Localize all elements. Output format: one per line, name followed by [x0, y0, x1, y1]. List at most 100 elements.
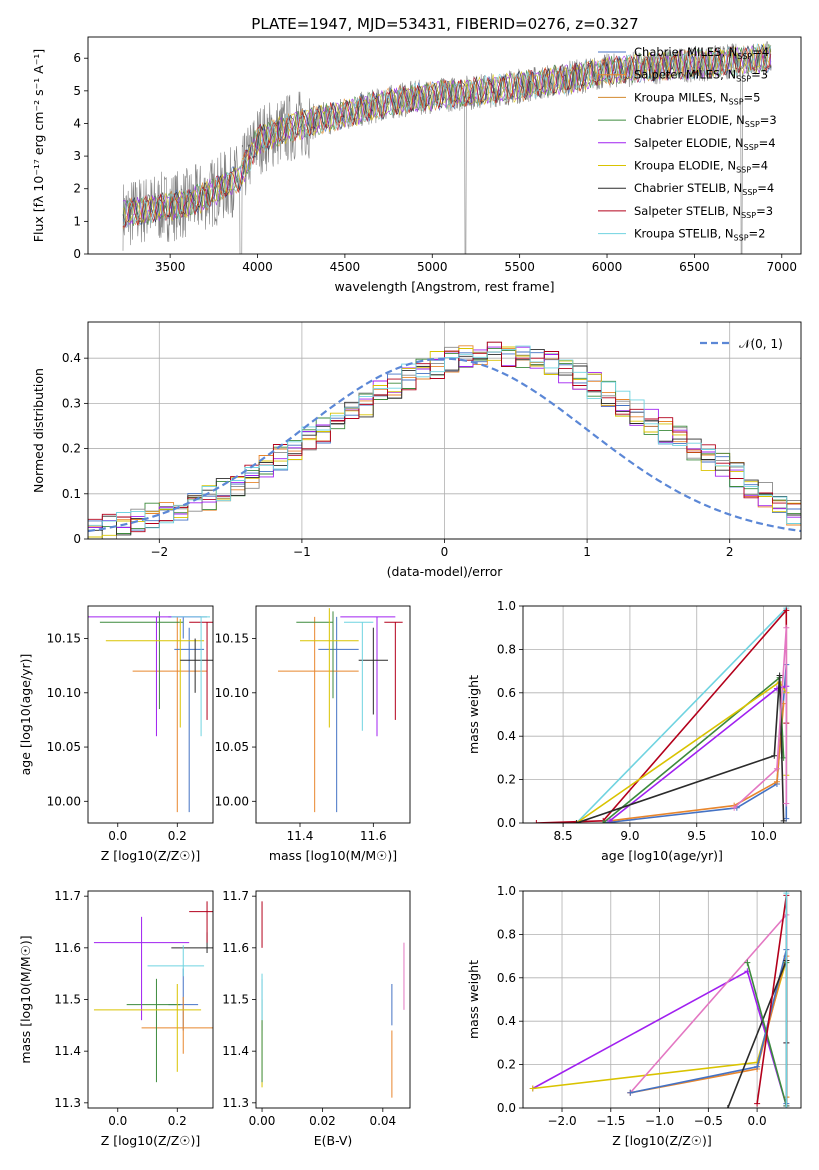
y-tick-label: 11.3: [222, 1096, 249, 1110]
y-tick-label: 10.10: [47, 686, 81, 700]
y-tick-label: 2: [73, 182, 81, 196]
y-tick-label: 1.0: [497, 599, 516, 613]
y-axis-label: mass weight: [466, 675, 481, 754]
y-tick-label: 1: [73, 214, 81, 228]
weight-line: [603, 664, 788, 823]
x-tick-label: 0.0: [748, 1114, 767, 1128]
weight-line: [756, 895, 788, 1108]
x-tick-label: 0.04: [369, 1114, 396, 1128]
y-tick-label: 0.4: [497, 729, 516, 743]
x-tick-label: 0.0: [108, 1114, 127, 1128]
weight-marker: [627, 1089, 634, 1096]
y-tick-label: 10.00: [47, 794, 81, 808]
plot-frame: [87, 605, 214, 824]
legend-entry: 𝒩(0, 1): [739, 337, 783, 351]
x-tick-label: −2.0: [547, 1114, 576, 1128]
Z_vs_mass-panel: 0.0 0.2 11.3 11.4 11.5 11.6 11.7 Z [log10(Z/Z☉)…: [18, 889, 214, 1148]
y-tick-label: 1.0: [497, 884, 516, 898]
plot-frame: [87, 36, 802, 255]
weight-line: [576, 680, 788, 823]
y-tick-label: 0.6: [497, 971, 516, 985]
legend-entry: Salpeter ELODIE, NSSP=4: [634, 136, 776, 152]
y-tick-label: 11.6: [222, 941, 249, 955]
x-tick-label: 2: [726, 545, 734, 559]
weight-marker: [783, 607, 790, 614]
y-axis-label: mass weight: [466, 960, 481, 1039]
x-tick-label: 4500: [330, 260, 361, 274]
y-tick-label: 0.8: [497, 642, 516, 656]
y-tick-label: 11.4: [222, 1044, 249, 1058]
y-tick-label: 3: [73, 149, 81, 163]
x-axis-label: Z [log10(Z/Z☉)]: [612, 1133, 712, 1148]
plot-frame: [255, 605, 411, 824]
y-tick-label: 0.8: [497, 927, 516, 941]
Z_weights-panel: −2.0 −1.5 −1.0 −0.5 0.0 0.0 0.2 0.4 0.6 0.8 1.0 Z […: [466, 884, 802, 1148]
legend-entry: Chabrier MILES, NSSP=4: [634, 45, 769, 61]
x-tick-label: 4000: [242, 260, 273, 274]
weight-marker: [773, 778, 780, 785]
age_weights-panel: 8.5 9.0 9.5 10.0 0.0 0.2 0.4 0.6 0.8 1.0 age [log1…: [466, 599, 802, 863]
y-tick-label: 0.2: [62, 442, 81, 456]
x-tick-label: 0.00: [249, 1114, 276, 1128]
ebv_vs_mass-panel: 0.00 0.02 0.04 11.3 11.4 11.5 11.6 11.7 E(B-V): [222, 889, 411, 1148]
x-axis-label: mass [log10(M/M☉)]: [269, 848, 397, 863]
plot-frame: [87, 890, 214, 1109]
y-axis-label: age [log10(age/yr)]: [18, 654, 33, 776]
x-tick-label: −0.5: [694, 1114, 723, 1128]
x-axis-label: Z [log10(Z/Z☉)]: [101, 1133, 201, 1148]
y-axis-label: Flux [fλ 10⁻¹⁷ erg cm⁻² s⁻¹ A⁻¹]: [31, 49, 46, 242]
x-tick-label: 10.0: [750, 829, 777, 843]
weight-marker: [773, 765, 780, 772]
x-axis-label: wavelength [Angstrom, rest frame]: [334, 279, 554, 294]
x-tick-label: 5500: [504, 260, 535, 274]
histogram-step: [88, 345, 801, 539]
x-tick-label: 0.0: [108, 829, 127, 843]
plot-frame: [522, 605, 802, 824]
x-tick-label: 6500: [679, 260, 710, 274]
y-tick-label: 11.3: [54, 1096, 81, 1110]
weight-line: [576, 675, 785, 823]
y-tick-label: 10.10: [215, 686, 249, 700]
spectrum-panel: 3500 4000 4500 5000 5500 6000 6500 7000 0 1 2 3 4 5 6 w…: [31, 36, 802, 294]
weight-marker: [783, 800, 790, 807]
legend-entry: Chabrier STELIB, NSSP=4: [634, 181, 774, 197]
y-tick-label: 0.2: [497, 1058, 516, 1072]
y-tick-label: 11.5: [54, 993, 81, 1007]
x-tick-label: 11.4: [287, 829, 314, 843]
x-tick-label: 6000: [592, 260, 623, 274]
x-tick-label: 0.2: [168, 1114, 187, 1128]
y-tick-label: 10.05: [47, 740, 81, 754]
y-tick-label: 6: [73, 51, 81, 65]
y-tick-label: 11.7: [54, 889, 81, 903]
x-axis-label: E(B-V): [314, 1133, 353, 1148]
weight-marker: [573, 820, 580, 823]
y-tick-label: 0: [73, 247, 81, 261]
weight-marker: [533, 820, 540, 823]
legend-entry: Chabrier ELODIE, NSSP=3: [634, 113, 777, 129]
plot-frame: [255, 890, 411, 1109]
y-tick-label: 11.4: [54, 1044, 81, 1058]
y-tick-label: 0.6: [497, 686, 516, 700]
weight-line: [733, 627, 788, 809]
y-tick-label: 10.00: [215, 794, 249, 808]
legend-entry: Kroupa ELODIE, NSSP=4: [634, 159, 768, 175]
legend-entry: Salpeter MILES, NSSP=3: [634, 68, 768, 84]
x-tick-label: 9.0: [620, 829, 639, 843]
weight-marker: [600, 820, 607, 823]
y-tick-label: 0.4: [497, 1014, 516, 1028]
x-tick-label: 5000: [417, 260, 448, 274]
model-line: [122, 43, 772, 227]
y-axis-label: mass [log10(M/M☉)]: [18, 935, 33, 1063]
y-tick-label: 4: [73, 116, 81, 130]
plot-frame: [522, 890, 802, 1109]
y-tick-label: 0: [73, 532, 81, 546]
x-tick-label: 7000: [767, 260, 798, 274]
figure-title: PLATE=1947, MJD=53431, FIBERID=0276, z=0…: [251, 15, 638, 33]
weight-marker: [754, 1100, 761, 1107]
weight-marker: [754, 1063, 761, 1070]
x-axis-label: age [log10(age/yr)]: [601, 848, 723, 863]
y-tick-label: 0.1: [62, 487, 81, 501]
legend-entry: Salpeter STELIB, NSSP=3: [634, 204, 773, 220]
y-tick-label: 11.6: [54, 941, 81, 955]
